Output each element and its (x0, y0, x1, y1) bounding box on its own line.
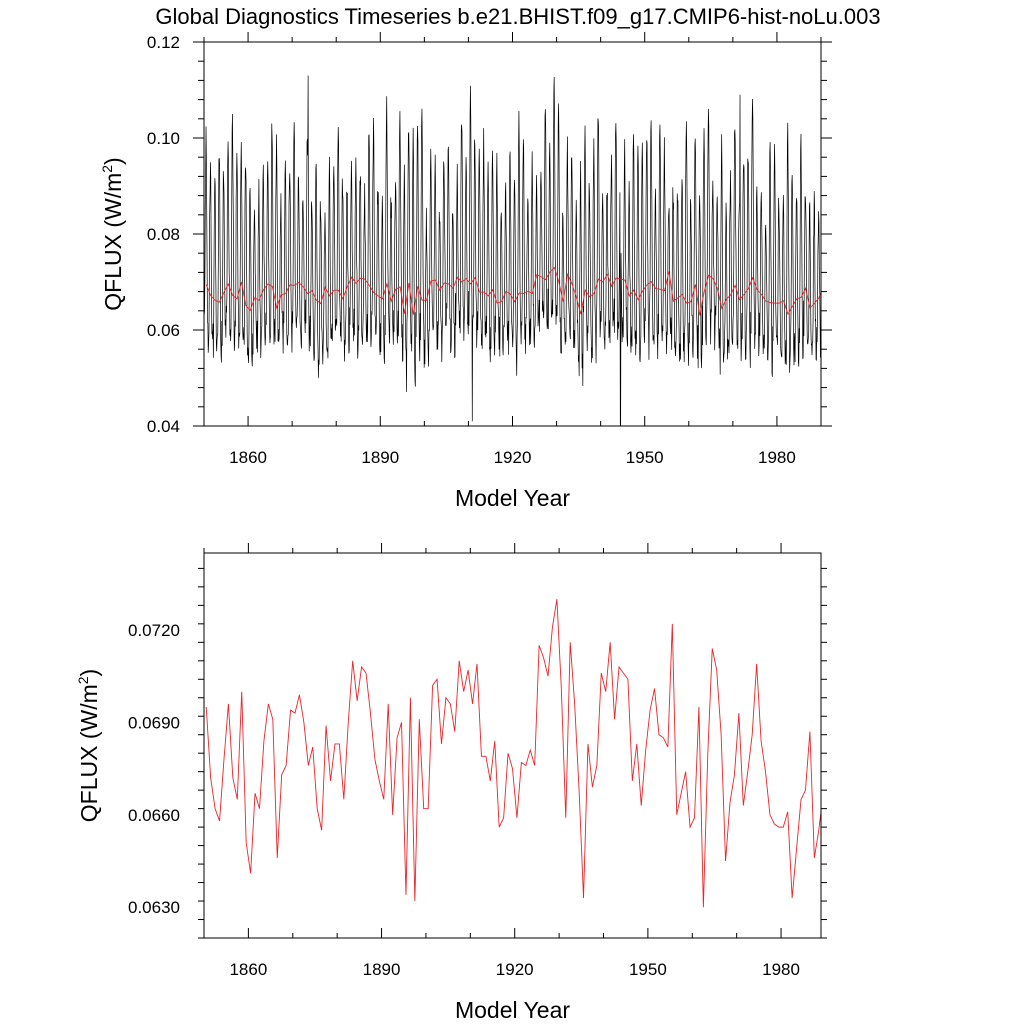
top-y-axis-title-main: QFLUX (W/m (100, 173, 126, 311)
bottom-panel-ticks (198, 543, 827, 939)
annual-mean-line (205, 266, 821, 316)
top-panel-series (204, 75, 821, 426)
y-tick-label: 0.06 (147, 321, 180, 340)
bottom-panel-tick-labels: 1860 1890 1920 1950 1980 0.0630 0.0660 0.0690 0.… (128, 621, 800, 979)
x-tick-label: 1860 (229, 960, 267, 979)
y-tick-label: 0.04 (147, 417, 180, 436)
bottom-y-axis-title-main: QFLUX (W/m (76, 684, 102, 822)
x-tick-label: 1920 (496, 960, 534, 979)
x-tick-label: 1950 (629, 960, 667, 979)
top-plot-frame (203, 41, 822, 427)
top-x-axis-title: Model Year (455, 485, 570, 511)
top-y-axis-title-close: ) (100, 157, 126, 165)
y-tick-label: 0.08 (147, 225, 180, 244)
top-panel-tick-labels: 1860 1890 1920 1950 1980 0.04 0.06 0.08 0.10 0.12 (147, 33, 796, 467)
bottom-panel-series (205, 599, 821, 908)
x-tick-label: 1980 (762, 960, 800, 979)
x-tick-label: 1980 (758, 448, 796, 467)
monthly-series-line (204, 75, 821, 426)
x-tick-label: 1890 (361, 448, 399, 467)
bottom-panel: 1860 1890 1920 1950 1980 0.0630 0.0660 0.0690 0.… (75, 543, 827, 1023)
x-tick-label: 1950 (626, 448, 664, 467)
y-tick-label: 0.0660 (128, 806, 180, 825)
top-panel-ticks (193, 32, 832, 427)
y-tick-label: 0.0690 (128, 713, 180, 732)
y-tick-label: 0.12 (147, 33, 180, 52)
top-y-axis-title: QFLUX (W/m2) (99, 157, 126, 310)
y-tick-label: 0.10 (147, 129, 180, 148)
x-tick-label: 1890 (363, 960, 401, 979)
bottom-plot-frame (203, 552, 822, 939)
top-panel: 1860 1890 1920 1950 1980 0.04 0.06 0.08 0.10 0.12… (99, 32, 832, 511)
y-tick-label: 0.0630 (128, 898, 180, 917)
bottom-x-axis-title: Model Year (455, 997, 570, 1023)
x-tick-label: 1860 (229, 448, 267, 467)
bottom-y-axis-title-superscript: 2 (75, 676, 91, 684)
annual-mean-line-zoomed (205, 599, 821, 908)
bottom-y-axis-title-close: ) (76, 669, 102, 677)
x-tick-label: 1920 (494, 448, 532, 467)
bottom-y-axis-title: QFLUX (W/m2) (75, 669, 102, 822)
chart-title: Global Diagnostics Timeseries b.e21.BHIS… (155, 4, 880, 29)
top-y-axis-title-superscript: 2 (99, 165, 115, 173)
y-tick-label: 0.0720 (128, 621, 180, 640)
